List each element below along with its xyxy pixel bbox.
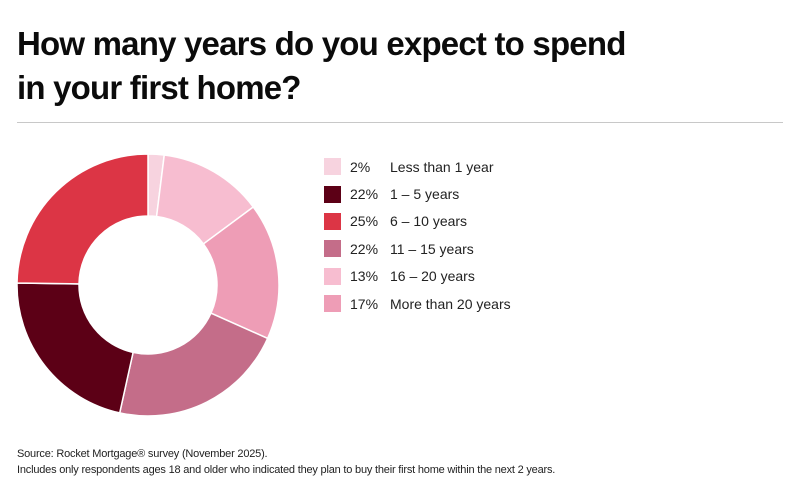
legend-label: 1 – 5 years (390, 186, 460, 203)
donut-slice-1-5-years (16, 282, 134, 414)
legend-item: 13% 16 – 20 years (324, 263, 511, 290)
legend-label: More than 20 years (390, 295, 511, 312)
legend-percent: 2% (350, 158, 371, 175)
legend-percent: 22% (350, 186, 379, 203)
legend-label: 16 – 20 years (390, 268, 475, 285)
donut-slice-11-15-years (118, 312, 269, 417)
legend-swatch (324, 295, 341, 313)
legend-percent: 17% (350, 295, 379, 312)
legend-percent: 25% (350, 213, 379, 230)
title-divider (17, 122, 783, 123)
legend-item: 25% 6 – 10 years (324, 208, 511, 235)
legend-label: 6 – 10 years (390, 213, 468, 230)
source-note: Source: Rocket Mortgage® survey (Novembe… (17, 448, 268, 460)
legend-swatch (324, 212, 341, 230)
donut-chart (16, 153, 280, 417)
title-line-2: in your first home? (17, 69, 301, 106)
legend-percent: 22% (350, 240, 379, 257)
legend-swatch (324, 267, 341, 285)
legend-swatch (324, 185, 341, 203)
title-line-1: How many years do you expect to spend (17, 25, 626, 62)
legend-item: 17% More than 20 years (324, 290, 511, 317)
legend-percent: 13% (350, 268, 379, 285)
legend-item: 22% 1 – 5 years (324, 180, 511, 207)
legend-swatch (324, 240, 341, 258)
donut-slice-6-10-years (16, 153, 149, 285)
legend-swatch (324, 158, 341, 176)
chart-title: How many years do you expect to spend in… (17, 22, 717, 110)
respondents-note: Includes only respondents ages 18 and ol… (17, 464, 556, 476)
legend-label: Less than 1 year (390, 158, 494, 175)
footnote: Source: Rocket Mortgage® survey (Novembe… (17, 446, 555, 478)
legend-item: 2% Less than 1 year (324, 153, 511, 180)
legend-label: 11 – 15 years (390, 240, 474, 257)
chart-legend: 2% Less than 1 year 22% 1 – 5 years 25% … (324, 153, 511, 317)
legend-item: 22% 11 – 15 years (324, 235, 511, 262)
